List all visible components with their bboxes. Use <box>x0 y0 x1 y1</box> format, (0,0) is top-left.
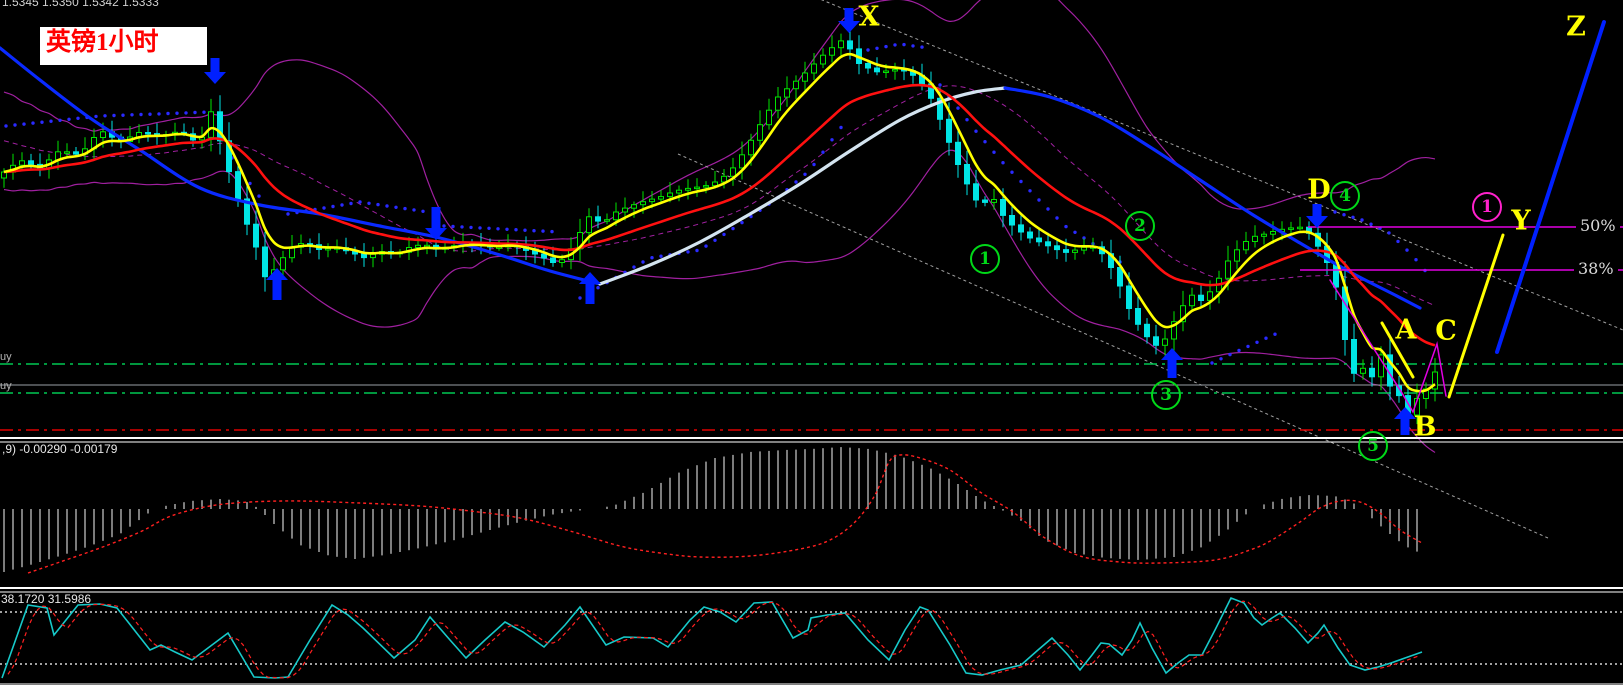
macd-indicator-label: ,9) -0.00290 -0.00179 <box>2 442 118 456</box>
symbol-timeframe-label: 英镑1小时 <box>40 27 207 65</box>
macd-panel <box>3 447 1423 574</box>
ohlc-quote-line: 1.5345 1.5350 1.5342 1.5333 <box>2 0 159 9</box>
down-arrow-icon <box>1306 204 1328 228</box>
up-arrow-icon <box>1161 348 1183 378</box>
wave-label-d: D <box>1307 174 1331 206</box>
macd-indicator-panel[interactable] <box>0 442 1623 588</box>
stochastic-panel <box>0 596 1623 679</box>
fib-label-50: 50% <box>1576 216 1620 235</box>
circled-number-2-green: 2 <box>1125 211 1155 241</box>
wave-label-z: Z <box>1566 11 1586 43</box>
wave-label-y: Y <box>1511 205 1531 237</box>
up-arrow-icon <box>266 268 288 300</box>
wave-label-a: A <box>1395 314 1417 346</box>
panel-separators <box>0 437 1623 685</box>
circled-number-1-green: 1 <box>970 244 1000 274</box>
bollinger-bands <box>3 0 1436 453</box>
circled-number-4-green: 4 <box>1330 181 1360 211</box>
circled-number-3-green: 3 <box>1151 380 1181 410</box>
moving-averages <box>0 46 1436 393</box>
buy-order-label-1: uy <box>0 351 12 363</box>
up-arrow-icon <box>1394 407 1416 435</box>
wave-label-x: X <box>858 1 880 33</box>
down-arrow-icon <box>838 8 860 33</box>
circled-number-5-green: 5 <box>1358 431 1388 461</box>
stochastic-indicator-label: 38.1720 31.5986 <box>1 592 92 606</box>
main-chart-panel[interactable] <box>0 0 1623 438</box>
wave-label-c: C <box>1435 315 1457 347</box>
horizontal-levels <box>0 363 1623 431</box>
trendlines <box>677 0 1623 539</box>
signal-arrows <box>204 8 1416 435</box>
fibonacci-lines <box>1300 226 1623 271</box>
circled-number-1-magenta: 1 <box>1472 192 1502 222</box>
up-arrow-icon <box>579 272 601 304</box>
stochastic-indicator-panel[interactable] <box>0 592 1623 684</box>
annotation-lines <box>1329 20 1606 414</box>
fib-label-38: 38% <box>1574 259 1618 278</box>
down-arrow-icon <box>425 207 447 240</box>
buy-order-label-2: uy <box>0 380 12 392</box>
down-arrow-icon <box>204 58 226 84</box>
wave-label-b: B <box>1413 411 1437 443</box>
